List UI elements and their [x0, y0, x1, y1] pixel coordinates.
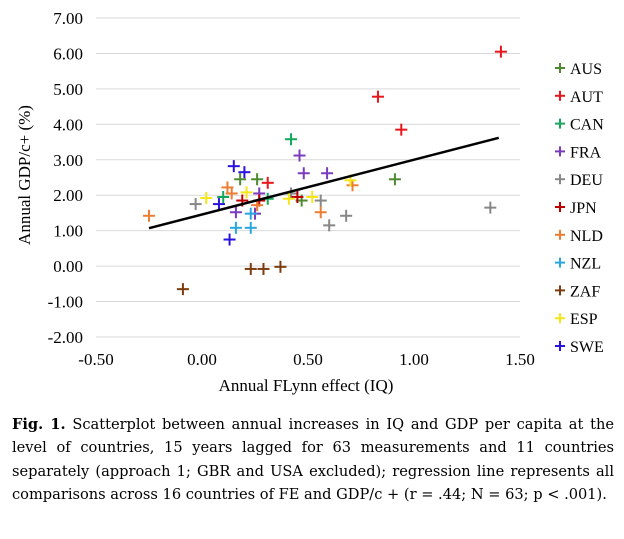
data-point-nzl	[229, 221, 242, 234]
legend-item-can: CAN	[555, 117, 604, 134]
data-point-swe	[227, 160, 240, 173]
y-tick-label: 0.00	[53, 257, 83, 276]
y-tick-label: 1.00	[53, 222, 83, 241]
data-point-zaf	[176, 283, 189, 296]
figure-label: Fig. 1.	[12, 416, 66, 433]
data-point-fra	[297, 167, 310, 180]
y-tick-label: 2.00	[53, 186, 83, 205]
data-point-esp	[282, 192, 295, 205]
y-tick-label: 7.00	[53, 9, 83, 28]
legend-item-fra: FRA	[555, 144, 602, 161]
data-point-fra	[321, 167, 334, 180]
data-point-zaf	[257, 262, 270, 275]
legend-label: FRA	[570, 144, 602, 161]
data-point-deu	[323, 219, 336, 232]
y-tick-label: -1.00	[48, 293, 83, 312]
data-point-swe	[212, 198, 225, 211]
y-tick-labels: -2.00 -1.00 0.00 1.00 2.00 3.00 4.00 5.00 6.00 7.…	[48, 9, 83, 347]
y-tick-label: 4.00	[53, 115, 83, 134]
data-point-esp	[306, 190, 319, 203]
legend-item-jpn: JPN	[555, 200, 597, 217]
data-point-aut	[261, 176, 274, 189]
legend-label: AUS	[570, 61, 602, 78]
caption-text: Scatterplot between annual increases in …	[12, 416, 614, 504]
data-point-aut	[371, 90, 384, 103]
legend-item-swe: SWE	[555, 339, 604, 356]
legend-item-esp: ESP	[555, 311, 598, 328]
legend-item-zaf: ZAF	[555, 283, 600, 300]
data-point-zaf	[244, 262, 257, 275]
legend-label: AUT	[570, 89, 603, 106]
x-tick-label: 0.50	[293, 350, 323, 369]
y-tick-label: 5.00	[53, 80, 83, 99]
data-point-can	[217, 190, 230, 203]
legend-item-nld: NLD	[555, 228, 603, 245]
data-point-can	[285, 133, 298, 146]
data-point-aus	[388, 173, 401, 186]
legend-label: DEU	[570, 172, 603, 189]
data-point-nld	[143, 209, 155, 222]
data-points	[143, 45, 507, 296]
data-point-nzl	[244, 207, 257, 220]
legend-item-aut: AUT	[555, 89, 603, 106]
data-point-aut	[395, 123, 408, 136]
data-point-swe	[238, 166, 251, 179]
legend-label: NLD	[570, 228, 603, 245]
data-point-aut	[494, 45, 507, 58]
data-point-swe	[223, 233, 236, 246]
legend-label: ESP	[570, 311, 598, 328]
legend-label: NZL	[570, 256, 601, 273]
scatter-chart: -0.50 0.00 0.50 1.00 1.50 -2.00 -1.00 0.00 1.00…	[15, 9, 604, 395]
gridlines	[96, 17, 520, 338]
legend-item-deu: DEU	[555, 172, 603, 189]
x-tick-label: 1.50	[505, 350, 535, 369]
data-point-aus	[251, 173, 264, 186]
y-tick-label: 6.00	[53, 44, 83, 63]
data-point-nld	[314, 206, 327, 219]
data-point-esp	[200, 192, 213, 205]
data-point-jpn	[291, 190, 304, 203]
data-point-deu	[314, 194, 327, 207]
regression-line	[148, 136, 500, 230]
y-tick-label: 3.00	[53, 151, 83, 170]
x-tick-labels: -0.50 0.00 0.50 1.00 1.50	[78, 350, 535, 369]
legend: AUS AUT CAN FRA DEU JPN NLD NZL ZAF ESP SWE	[555, 61, 604, 356]
x-tick-label: 0.00	[187, 350, 217, 369]
legend-item-nzl: NZL	[555, 256, 601, 273]
x-tick-label: 1.00	[399, 350, 429, 369]
x-tick-label: -0.50	[78, 350, 113, 369]
legend-item-aus: AUS	[555, 61, 602, 78]
data-point-esp	[240, 186, 253, 199]
data-point-zaf	[274, 260, 287, 273]
data-point-deu	[340, 209, 353, 222]
data-point-aus	[234, 173, 247, 186]
data-point-fra	[293, 149, 306, 162]
data-point-deu	[189, 198, 202, 211]
y-axis-title: Annual GDP/c+ (%)	[15, 105, 34, 245]
data-point-nld	[225, 187, 238, 200]
data-point-nld	[221, 181, 234, 194]
data-point-nzl	[244, 221, 257, 234]
legend-label: CAN	[570, 117, 604, 134]
legend-label: JPN	[570, 200, 597, 217]
x-axis-title: Annual FLynn effect (IQ)	[219, 376, 394, 395]
legend-label: SWE	[570, 339, 604, 356]
data-point-fra	[229, 206, 242, 219]
legend-label: ZAF	[570, 283, 600, 300]
figure-caption: Fig. 1. Scatterplot between annual incre…	[12, 413, 614, 507]
y-tick-label: -2.00	[48, 328, 83, 347]
data-point-deu	[484, 201, 497, 214]
